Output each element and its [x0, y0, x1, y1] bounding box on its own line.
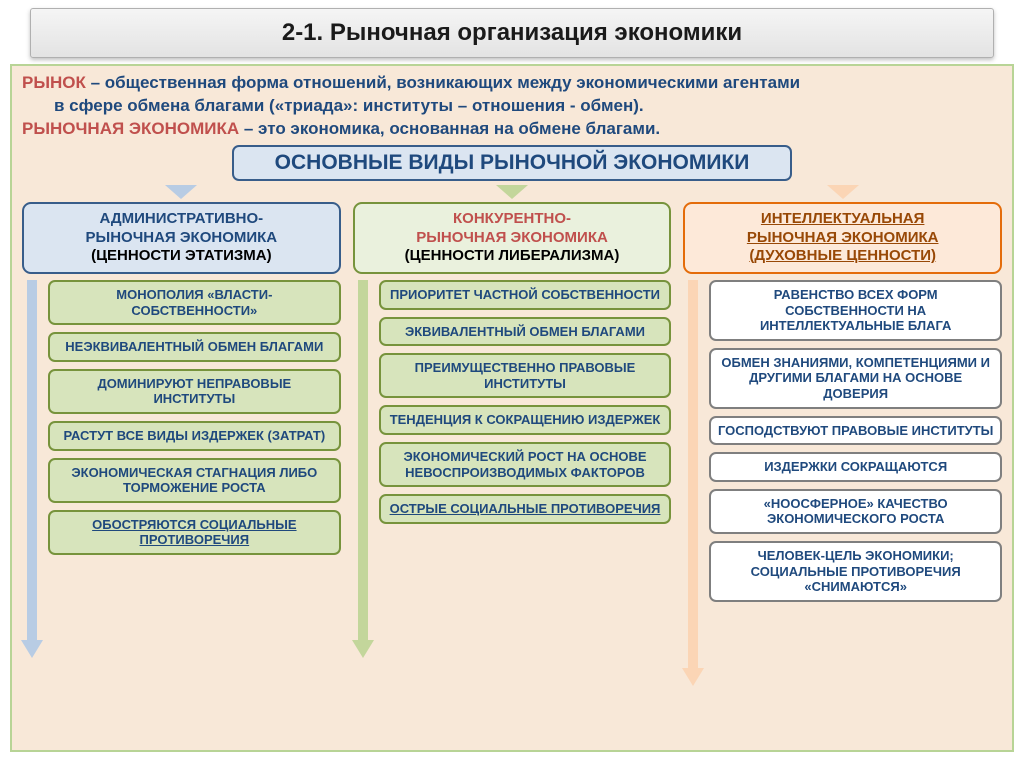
- arrow-shaft: [27, 280, 37, 640]
- column-header-1: АДМИНИСТРАТИВНО-РЫНОЧНАЯ ЭКОНОМИКА(ЦЕННО…: [22, 202, 341, 274]
- arrow-head-icon: [352, 640, 374, 658]
- column-header-3: ИНТЕЛЛЕКТУАЛЬНАЯРЫНОЧНАЯ ЭКОНОМИКА(ДУХОВ…: [683, 202, 1002, 274]
- list-item: ТЕНДЕНЦИЯ К СОКРАЩЕНИЮ ИЗДЕРЖЕК: [379, 405, 672, 435]
- col-hdr-l3: (ДУХОВНЫЕ ЦЕННОСТИ): [693, 247, 992, 266]
- list-item: ПРИОРИТЕТ ЧАСТНОЙ СОБСТВЕННОСТИ: [379, 280, 672, 310]
- list-item: ГОСПОДСТВУЮТ ПРАВОВЫЕ ИНСТИТУТЫ: [709, 416, 1002, 446]
- col-hdr-l1: АДМИНИСТРАТИВНО-: [32, 210, 331, 229]
- col-hdr-l2: РЫНОЧНАЯ ЭКОНОМИКА: [363, 229, 662, 248]
- column-body-2: ПРИОРИТЕТ ЧАСТНОЙ СОБСТВЕННОСТИ ЭКВИВАЛЕН…: [353, 280, 672, 658]
- down-arrow-icon: [165, 185, 197, 199]
- column-header-2: КОНКУРЕНТНО-РЫНОЧНАЯ ЭКОНОМИКА(ЦЕННОСТИ …: [353, 202, 672, 274]
- list-item: ДОМИНИРУЮТ НЕПРАВОВЫЕ ИНСТИТУТЫ: [48, 369, 341, 414]
- long-down-arrow-icon: [353, 280, 373, 658]
- items-list-2: ПРИОРИТЕТ ЧАСТНОЙ СОБСТВЕННОСТИ ЭКВИВАЛЕН…: [379, 280, 672, 658]
- definitions: РЫНОК – общественная форма отношений, во…: [22, 72, 1002, 141]
- main-panel: РЫНОК – общественная форма отношений, во…: [10, 64, 1014, 752]
- long-down-arrow-icon: [22, 280, 42, 658]
- types-header: ОСНОВНЫЕ ВИДЫ РЫНОЧНОЙ ЭКОНОМИКИ: [232, 145, 792, 181]
- term-rynok: РЫНОК: [22, 73, 86, 92]
- col-hdr-l2: РЫНОЧНАЯ ЭКОНОМИКА: [32, 229, 331, 248]
- list-item: ЧЕЛОВЕК-ЦЕЛЬ ЭКОНОМИКИ; СОЦИАЛЬНЫЕ ПРОТИ…: [709, 541, 1002, 602]
- list-item: НЕЭКВИВАЛЕНТНЫЙ ОБМЕН БЛАГАМИ: [48, 332, 341, 362]
- term-rynochnaya: РЫНОЧНАЯ ЭКОНОМИКА: [22, 119, 239, 138]
- column-body-1: МОНОПОЛИЯ «ВЛАСТИ-СОБСТВЕННОСТИ» НЕЭКВИВА…: [22, 280, 341, 658]
- column-3: ИНТЕЛЛЕКТУАЛЬНАЯРЫНОЧНАЯ ЭКОНОМИКА(ДУХОВ…: [683, 183, 1002, 686]
- col-hdr-l3: (ЦЕННОСТИ ЛИБЕРАЛИЗМА): [363, 247, 662, 266]
- col-hdr-l1: ИНТЕЛЛЕКТУАЛЬНАЯ: [693, 210, 992, 229]
- list-item: ЭКВИВАЛЕНТНЫЙ ОБМЕН БЛАГАМИ: [379, 317, 672, 347]
- list-item: ПРЕИМУЩЕСТВЕННО ПРАВОВЫЕ ИНСТИТУТЫ: [379, 353, 672, 398]
- items-list-1: МОНОПОЛИЯ «ВЛАСТИ-СОБСТВЕННОСТИ» НЕЭКВИВА…: [48, 280, 341, 658]
- arrow-shaft: [688, 280, 698, 668]
- columns-container: АДМИНИСТРАТИВНО-РЫНОЧНАЯ ЭКОНОМИКА(ЦЕННО…: [22, 183, 1002, 686]
- def-rynok-b: в сфере обмена благами («триада»: инстит…: [22, 95, 1002, 118]
- long-down-arrow-icon: [683, 280, 703, 686]
- col-hdr-l1: КОНКУРЕНТНО-: [363, 210, 662, 229]
- arrow-shaft: [358, 280, 368, 640]
- col-hdr-l2: РЫНОЧНАЯ ЭКОНОМИКА: [693, 229, 992, 248]
- list-item: РАВЕНСТВО ВСЕХ ФОРМ СОБСТВЕННОСТИ НА ИНТ…: [709, 280, 1002, 341]
- down-arrow-icon: [496, 185, 528, 199]
- down-arrow-icon: [827, 185, 859, 199]
- list-item: ЭКОНОМИЧЕСКИЙ РОСТ НА ОСНОВЕ НЕВОСПРОИЗВ…: [379, 442, 672, 487]
- items-list-3: РАВЕНСТВО ВСЕХ ФОРМ СОБСТВЕННОСТИ НА ИНТ…: [709, 280, 1002, 686]
- arrow-head-icon: [682, 668, 704, 686]
- list-item: «НООСФЕРНОЕ» КАЧЕСТВО ЭКОНОМИЧЕСКОГО РОС…: [709, 489, 1002, 534]
- col-hdr-l3: (ЦЕННОСТИ ЭТАТИЗМА): [32, 247, 331, 266]
- def-rynochnaya: – это экономика, основанная на обмене бл…: [239, 119, 660, 138]
- column-body-3: РАВЕНСТВО ВСЕХ ФОРМ СОБСТВЕННОСТИ НА ИНТ…: [683, 280, 1002, 686]
- column-2: КОНКУРЕНТНО-РЫНОЧНАЯ ЭКОНОМИКА(ЦЕННОСТИ …: [353, 183, 672, 686]
- list-item: ОБМЕН ЗНАНИЯМИ, КОМПЕТЕНЦИЯМИ И ДРУГИМИ …: [709, 348, 1002, 409]
- list-item: МОНОПОЛИЯ «ВЛАСТИ-СОБСТВЕННОСТИ»: [48, 280, 341, 325]
- arrow-head-icon: [21, 640, 43, 658]
- list-item: ЭКОНОМИЧЕСКАЯ СТАГНАЦИЯ ЛИБО ТОРМОЖЕНИЕ …: [48, 458, 341, 503]
- list-item: ОБОСТРЯЮТСЯ СОЦИАЛЬНЫЕ ПРОТИВОРЕЧИЯ: [48, 510, 341, 555]
- column-1: АДМИНИСТРАТИВНО-РЫНОЧНАЯ ЭКОНОМИКА(ЦЕННО…: [22, 183, 341, 686]
- list-item: ИЗДЕРЖКИ СОКРАЩАЮТСЯ: [709, 452, 1002, 482]
- def-rynok-a: – общественная форма отношений, возникаю…: [86, 73, 800, 92]
- list-item: ОСТРЫЕ СОЦИАЛЬНЫЕ ПРОТИВОРЕЧИЯ: [379, 494, 672, 524]
- page-title: 2-1. Рыночная организация экономики: [30, 8, 994, 58]
- list-item: РАСТУТ ВСЕ ВИДЫ ИЗДЕРЖЕК (ЗАТРАТ): [48, 421, 341, 451]
